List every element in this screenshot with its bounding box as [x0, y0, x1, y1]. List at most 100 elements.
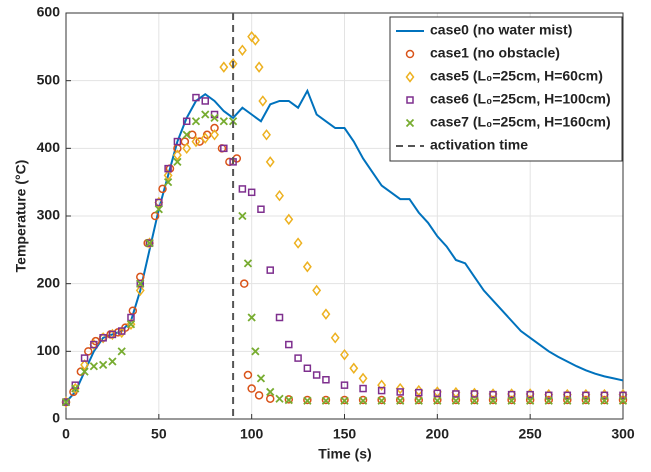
marker — [239, 279, 249, 288]
legend-label: case5 (L₀=25cm, H=60cm) — [430, 68, 603, 84]
marker — [254, 61, 264, 73]
marker — [172, 149, 182, 161]
marker — [173, 137, 182, 146]
marker — [61, 397, 71, 407]
marker — [247, 384, 256, 393]
marker — [219, 61, 229, 73]
x-tick-label: 200 — [426, 426, 450, 442]
legend-swatch — [405, 118, 415, 128]
marker — [219, 117, 228, 126]
legend-label: activation time — [430, 137, 528, 153]
marker — [163, 169, 173, 182]
marker — [266, 387, 275, 397]
marker — [164, 164, 172, 173]
marker — [415, 388, 423, 397]
marker — [303, 396, 312, 405]
marker — [247, 313, 256, 322]
legend-label: case0 (no water mist) — [430, 22, 572, 38]
marker — [284, 395, 294, 404]
marker — [247, 30, 257, 43]
marker — [108, 330, 117, 339]
marker — [158, 184, 167, 194]
x-tick-label: 150 — [333, 426, 357, 442]
marker — [321, 308, 331, 320]
marker — [275, 189, 284, 202]
marker — [117, 347, 126, 356]
marker — [321, 395, 331, 405]
marker — [452, 390, 460, 398]
marker — [182, 130, 191, 139]
marker — [358, 396, 368, 405]
marker — [62, 398, 70, 406]
marker — [90, 340, 98, 349]
marker — [98, 360, 108, 370]
marker — [256, 374, 266, 383]
x-tick-label: 0 — [62, 426, 70, 442]
marker — [238, 211, 247, 221]
y-tick-label: 100 — [37, 342, 61, 358]
marker — [200, 132, 210, 144]
marker — [220, 144, 228, 153]
marker — [275, 313, 284, 322]
marker — [250, 34, 260, 46]
marker — [126, 320, 136, 329]
marker — [600, 391, 609, 400]
marker — [581, 396, 591, 405]
marker — [303, 364, 312, 372]
marker — [377, 386, 386, 395]
marker — [470, 396, 479, 405]
marker — [265, 156, 275, 168]
marker — [80, 359, 90, 371]
marker — [285, 340, 293, 349]
marker — [127, 313, 135, 322]
marker — [302, 261, 312, 273]
marker — [330, 332, 340, 344]
marker — [265, 394, 275, 403]
marker — [243, 370, 253, 380]
marker — [71, 384, 80, 393]
marker — [470, 390, 479, 398]
marker — [581, 395, 591, 405]
marker — [618, 395, 628, 405]
marker — [136, 279, 145, 288]
marker — [377, 396, 386, 405]
plot-frame — [65, 12, 624, 420]
marker — [243, 259, 253, 268]
legend-box — [389, 16, 623, 162]
marker — [210, 113, 219, 123]
marker — [254, 391, 264, 400]
marker — [340, 395, 349, 405]
legend-label: case6 (L₀=25cm, H=100cm) — [430, 91, 611, 107]
marker — [544, 396, 553, 405]
marker — [266, 266, 274, 274]
marker — [396, 388, 404, 396]
marker — [238, 185, 247, 193]
marker — [563, 395, 572, 405]
marker — [544, 391, 553, 400]
marker — [600, 395, 609, 405]
marker — [525, 395, 535, 405]
marker — [451, 396, 461, 405]
legend-swatch — [405, 71, 415, 83]
marker — [247, 188, 256, 197]
marker — [251, 347, 260, 356]
marker — [488, 395, 498, 405]
marker — [258, 95, 268, 107]
marker — [182, 117, 191, 126]
marker — [201, 110, 210, 119]
marker — [195, 137, 204, 146]
y-tick-label: 200 — [37, 274, 61, 290]
marker — [395, 395, 405, 405]
y-tick-label: 400 — [37, 139, 61, 155]
marker — [618, 396, 628, 405]
x-tick-label: 50 — [151, 426, 167, 442]
marker — [433, 389, 442, 398]
marker — [340, 381, 349, 389]
marker — [396, 396, 405, 405]
marker — [433, 396, 442, 405]
y-tick-label: 300 — [37, 207, 61, 223]
marker — [145, 239, 154, 247]
marker — [182, 142, 192, 155]
marker — [237, 44, 247, 56]
marker — [321, 396, 331, 405]
